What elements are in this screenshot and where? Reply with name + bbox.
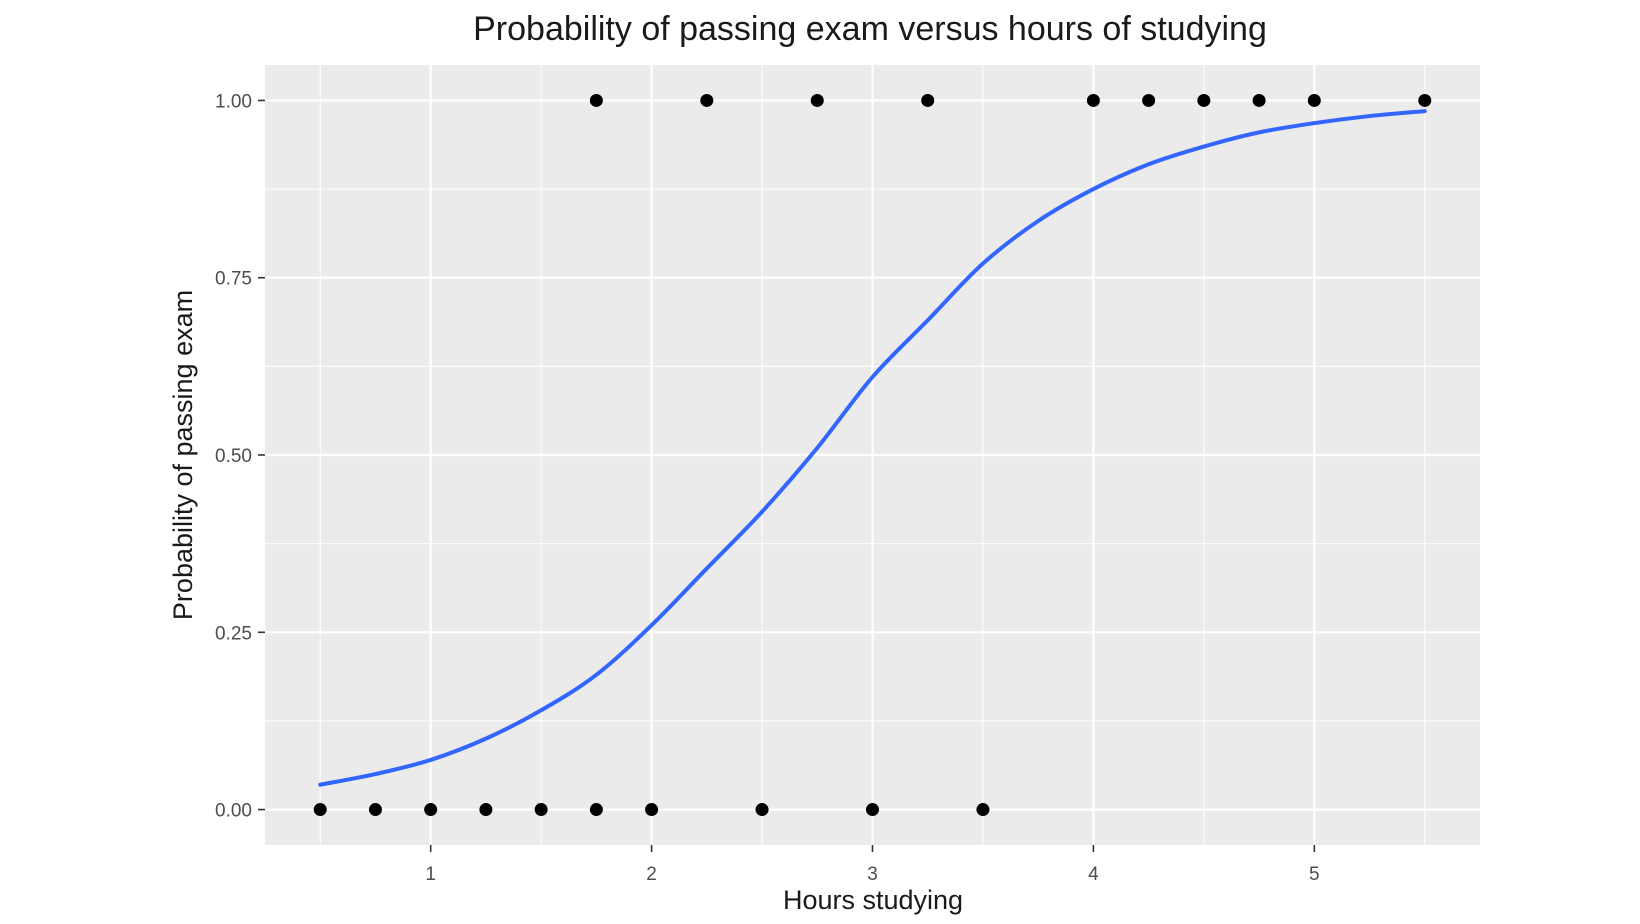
data-point [1142,93,1156,107]
major-gridlines [265,65,1480,845]
fitted-probability-curve [318,109,1427,787]
data-point [921,93,935,107]
x-axis-tick-labels: 1 2 3 4 5 [425,864,1319,885]
data-point [589,803,603,817]
x-axis-title: Hours studying [783,885,963,915]
y-tick-label: 0.50 [215,446,252,467]
data-point [810,93,824,107]
data-point [589,93,603,107]
data-point [976,803,990,817]
y-tick-label: 0.75 [215,269,252,290]
data-point [368,803,382,817]
data-point [755,803,769,817]
data-point [313,803,327,817]
data-point [645,803,659,817]
y-axis-title: Probability of passing exam [168,290,198,620]
x-tick-label: 1 [425,864,436,885]
x-axis-ticks [429,845,1316,852]
data-point [1307,93,1321,107]
chart-title: Probability of passing exam versus hours… [473,10,1267,48]
y-tick-label: 0.00 [215,801,252,822]
x-tick-label: 4 [1088,864,1099,885]
data-point [1197,93,1211,107]
y-axis-ticks [258,99,265,811]
data-point [700,93,714,107]
data-point [866,803,879,817]
data-point [424,803,438,817]
x-tick-label: 2 [646,864,657,885]
data-point [1418,93,1432,107]
y-axis-tick-labels: 0.00 0.25 0.50 0.75 1.00 [215,91,252,821]
x-tick-label: 5 [1309,864,1320,885]
y-tick-label: 1.00 [215,91,252,112]
data-points [313,93,1432,817]
data-point [1086,93,1100,107]
data-point [1252,93,1266,107]
x-tick-label: 3 [867,864,878,885]
data-point [479,803,493,817]
y-tick-label: 0.25 [215,623,252,644]
data-point [534,803,548,817]
